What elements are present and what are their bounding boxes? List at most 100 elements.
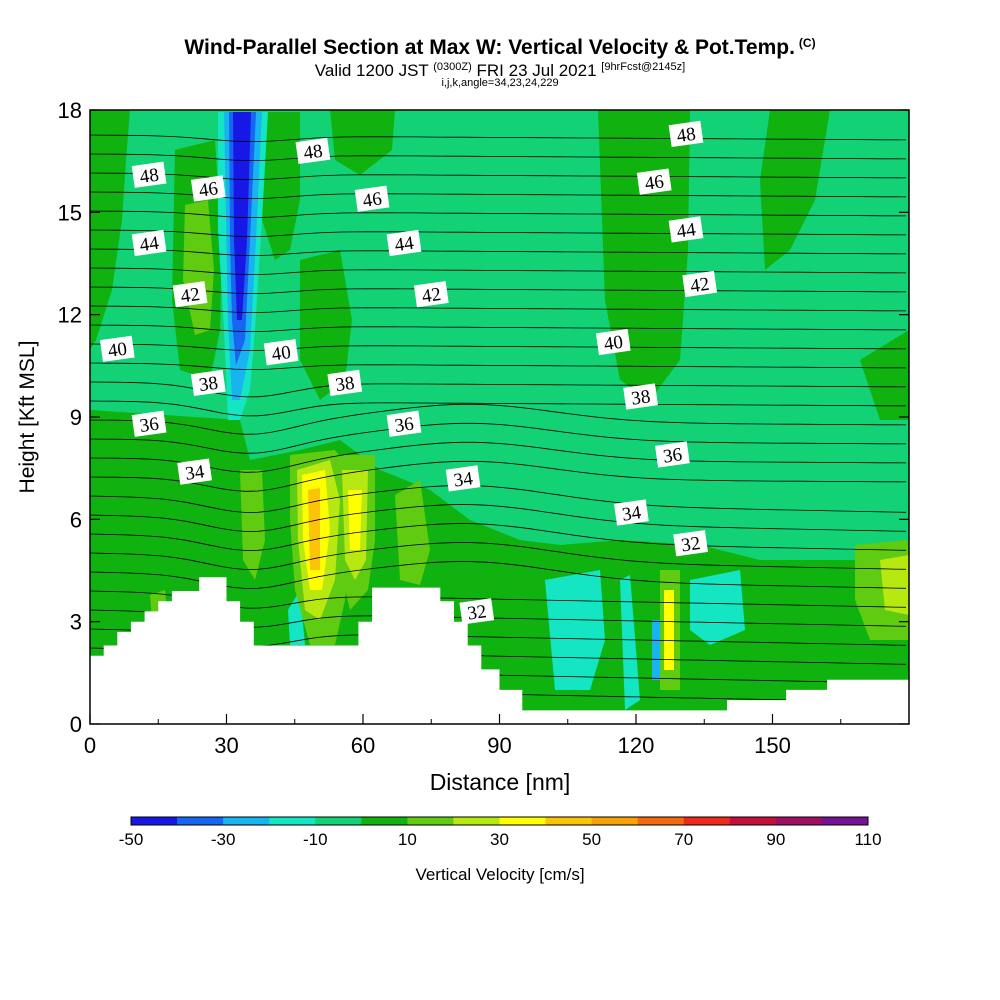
theta-label-box	[172, 281, 208, 308]
x-tick-label: 90	[487, 733, 511, 758]
isentrope-line	[90, 210, 907, 218]
theta-label-box	[190, 369, 226, 397]
updraft-region	[880, 555, 909, 615]
theta-label: 46	[190, 175, 226, 202]
theta-label-box	[413, 281, 449, 308]
isentrope-line	[90, 134, 907, 142]
theta-label: 48	[668, 120, 704, 148]
updraft-core	[308, 488, 320, 570]
x-tick-label: 60	[351, 733, 375, 758]
isentrope-line	[90, 248, 907, 256]
theta-label-box	[459, 598, 495, 625]
ascent-region	[330, 110, 395, 175]
section-indices: i,j,k,angle=34,23,24,229	[441, 77, 559, 89]
colorbar-swatch	[361, 817, 408, 825]
colorbar-tick-label: -50	[119, 830, 144, 849]
descent-region	[620, 575, 640, 710]
theta-label-box	[263, 339, 299, 366]
colorbar-swatch	[499, 817, 547, 825]
ascent-region	[760, 110, 830, 270]
colorbar-swatch	[545, 817, 593, 825]
descent-core	[233, 112, 251, 320]
theta-label: 44	[386, 229, 422, 257]
colorbar-swatch	[223, 817, 270, 825]
colorbar-swatch	[131, 817, 178, 825]
ascent-region	[262, 112, 300, 260]
theta-label-text: 44	[393, 233, 415, 257]
theta-label: 48	[131, 161, 167, 188]
theta-label: 46	[636, 168, 672, 195]
colorbar-swatch	[453, 817, 500, 825]
colorbar-swatch	[591, 817, 639, 825]
theta-label: 42	[682, 270, 718, 297]
theta-label-text: 48	[302, 141, 324, 164]
theta-label-text: 46	[644, 171, 666, 194]
theta-label-box	[131, 410, 167, 437]
ascent-region	[860, 330, 909, 420]
theta-label-text: 42	[689, 274, 711, 297]
isentrope-line	[90, 343, 907, 351]
isentrope-line	[90, 400, 907, 417]
theta-label-box	[131, 161, 167, 188]
theta-label: 36	[131, 410, 167, 437]
theta-labels: 48 46 44 42 40 38 36 34 48 46 44 42 40 38 36 34 32 48 46 44…	[99, 120, 718, 625]
theta-label-text: 40	[107, 339, 129, 362]
colorbar-tick-label: 50	[582, 830, 601, 849]
y-tick-label: 9	[70, 405, 82, 430]
theta-label-box	[99, 335, 135, 362]
descent-region	[690, 570, 745, 645]
theta-label-text: 44	[675, 219, 697, 243]
isentrope-line	[90, 362, 907, 370]
theta-label-text: 38	[198, 373, 220, 396]
theta-label-text: 48	[675, 124, 697, 147]
chart-title-text: Wind-Parallel Section at Max W: Vertical…	[184, 36, 795, 59]
theta-label-box	[614, 499, 649, 526]
theta-label-text: 36	[662, 444, 684, 467]
theta-label: 36	[386, 410, 422, 437]
theta-label: 42	[172, 281, 208, 308]
theta-label: 44	[668, 216, 704, 243]
isentrope-line	[90, 305, 907, 313]
chart-title: Wind-Parallel Section at Max W: Vertical…	[0, 36, 1000, 60]
theta-label: 38	[190, 369, 226, 397]
descent-region	[545, 570, 605, 690]
theta-label: 42	[413, 281, 449, 308]
theta-label: 32	[459, 598, 495, 625]
theta-label-box	[673, 530, 708, 557]
theta-label-text: 46	[361, 188, 383, 211]
valid-date: FRI 23 Jul 2021	[476, 61, 597, 80]
theta-label-box	[445, 465, 481, 492]
theta-label-text: 42	[179, 284, 201, 307]
colorbar-swatch	[407, 817, 454, 825]
colorbar-swatch	[637, 817, 685, 825]
forecast-info: [9hrFcst@2145z]	[601, 61, 686, 73]
colorbar-swatch	[729, 817, 777, 825]
isentrope-line	[90, 324, 907, 332]
theta-label: 36	[655, 441, 690, 468]
theta-label-box	[668, 120, 704, 148]
updraft-core	[664, 590, 674, 670]
theta-label-text: 38	[334, 373, 356, 396]
theta-label: 40	[263, 339, 299, 366]
chart-subtitle: Valid 1200 JST (0300Z) FRI 23 Jul 2021 […	[0, 61, 1000, 81]
colorbar-tick-label: 10	[398, 830, 417, 849]
terrain	[90, 577, 909, 724]
x-tick-label: 150	[754, 733, 791, 758]
colorbar-swatch	[683, 817, 731, 825]
isentrope-line	[90, 172, 907, 180]
isentrope-line	[90, 504, 907, 532]
theta-label-box	[655, 441, 690, 468]
valid-time: Valid 1200 JST	[314, 61, 429, 80]
colorbar-swatch	[177, 817, 224, 825]
theta-label-text: 32	[680, 533, 702, 556]
colorbar-tick-label: 90	[766, 830, 785, 849]
colorbar-tick-label: 70	[674, 830, 693, 849]
y-tick-label: 0	[70, 712, 82, 737]
theta-label-box	[623, 383, 658, 410]
theta-label: 34	[614, 499, 649, 526]
isentrope-line	[90, 153, 907, 161]
theta-label: 48	[295, 137, 331, 164]
theta-label-box	[636, 168, 672, 195]
theta-label-box	[327, 369, 363, 397]
theta-label: 34	[445, 465, 481, 492]
